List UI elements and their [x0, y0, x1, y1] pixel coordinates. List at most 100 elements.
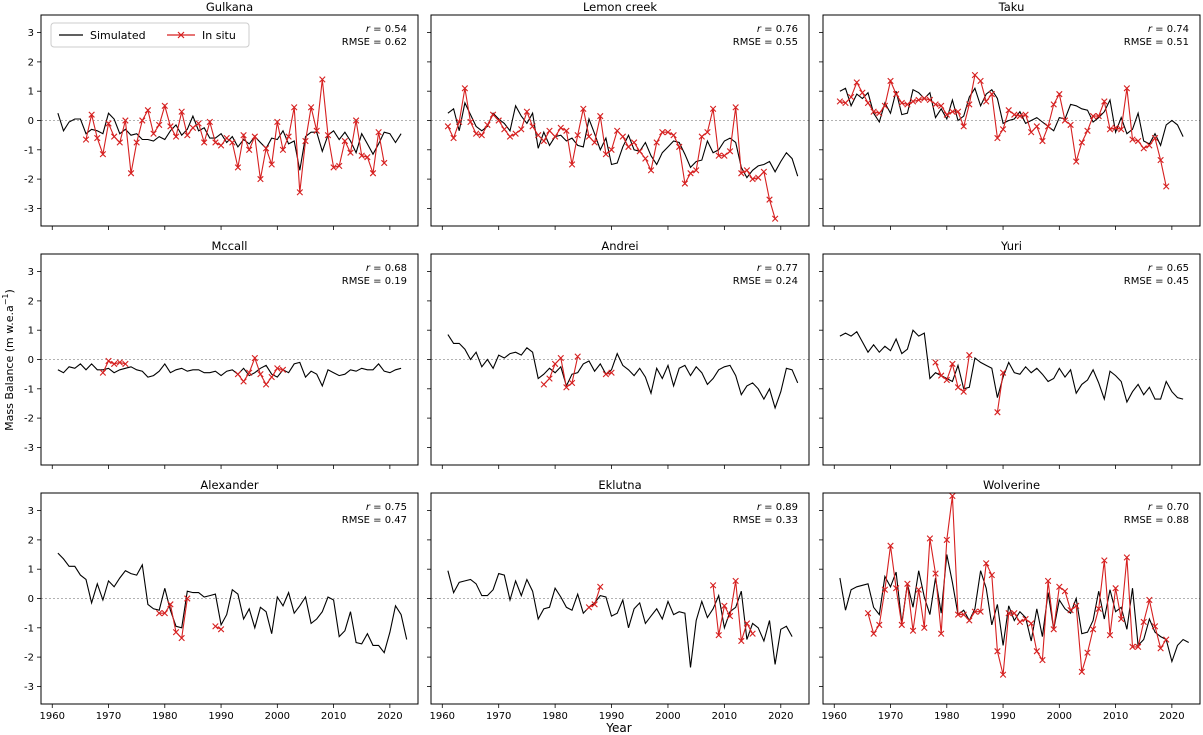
insitu-marker — [892, 90, 900, 98]
insitu-marker — [999, 369, 1007, 376]
y-tick-label: -2 — [24, 175, 34, 186]
x-tick-label: 2000 — [655, 711, 680, 722]
insitu-marker — [988, 571, 995, 579]
y-tick-label: 2 — [28, 535, 34, 546]
y-tick-label: 3 — [28, 267, 34, 278]
insitu-marker — [467, 118, 474, 126]
insitu-marker — [212, 139, 219, 146]
y-tick-label: 1 — [28, 326, 34, 337]
insitu-marker — [307, 104, 315, 111]
insitu-marker — [518, 126, 525, 133]
insitu-marker — [853, 79, 860, 86]
y-tick-label: 2 — [28, 57, 34, 68]
y-tick-label: 1 — [28, 87, 34, 98]
insitu-marker — [206, 118, 213, 126]
insitu-marker — [715, 152, 722, 159]
insitu-marker — [472, 130, 480, 137]
insitu-marker — [1106, 126, 1114, 133]
insitu-marker — [217, 142, 225, 149]
insitu-marker — [122, 117, 129, 124]
x-tick-label: 2010 — [321, 711, 346, 722]
r-number: = 0.54 — [370, 24, 407, 35]
insitu-marker — [184, 595, 191, 602]
simulated-line — [57, 112, 402, 171]
panel-title: Alexander — [200, 478, 258, 492]
insitu-marker — [659, 129, 666, 136]
y-tick-label: -1 — [24, 384, 34, 395]
insitu-marker — [313, 127, 320, 134]
y-tick-label: 1 — [28, 565, 34, 576]
panel-title: Yuri — [1000, 239, 1022, 253]
insitu-marker — [296, 189, 304, 196]
r-value: r = 0.89 — [757, 502, 798, 513]
insitu-marker — [608, 146, 615, 153]
insitu-marker — [155, 609, 163, 617]
insitu-marker — [495, 117, 502, 124]
x-tick-label: 1970 — [878, 711, 903, 722]
insitu-marker — [870, 108, 877, 115]
insitu-marker — [262, 145, 270, 152]
insitu-marker — [251, 133, 259, 140]
insitu-marker — [630, 139, 638, 146]
insitu-marker — [943, 376, 950, 384]
insitu-marker — [200, 139, 208, 146]
insitu-marker — [229, 139, 236, 146]
insitu-marker — [842, 99, 849, 107]
insitu-marker — [1163, 636, 1170, 643]
x-tick-label: 1960 — [822, 711, 847, 722]
insitu-line — [867, 495, 1167, 675]
panel-frame — [430, 14, 810, 227]
insitu-marker — [642, 155, 649, 162]
insitu-marker — [881, 586, 889, 593]
r-value: r = 0.65 — [1148, 263, 1189, 274]
x-axis-label: Year — [605, 721, 631, 735]
insitu-marker — [749, 175, 756, 183]
insitu-marker — [954, 384, 962, 391]
r-symbol: r — [366, 263, 371, 274]
y-axis-label-sup: −1 — [1, 293, 10, 305]
insitu-marker — [966, 617, 973, 624]
y-tick-label: -3 — [24, 682, 34, 693]
insitu-marker — [217, 626, 225, 633]
insitu-marker — [1151, 623, 1159, 630]
insitu-marker — [721, 602, 728, 610]
insitu-marker — [1157, 156, 1164, 164]
insitu-marker — [1129, 136, 1136, 143]
insitu-marker — [937, 102, 945, 110]
insitu-marker — [184, 131, 191, 139]
x-tick-label: 1980 — [152, 711, 177, 722]
panel-frame — [40, 14, 419, 227]
insitu-marker — [1123, 85, 1131, 92]
insitu-marker — [1011, 111, 1018, 118]
insitu-marker — [709, 582, 717, 589]
insitu-marker — [557, 354, 564, 362]
insitu-marker — [319, 76, 326, 83]
insitu-marker — [949, 360, 956, 368]
insitu-marker — [949, 492, 956, 500]
insitu-marker — [144, 107, 152, 114]
insitu-marker — [1078, 139, 1086, 146]
insitu-marker — [653, 139, 660, 146]
insitu-marker — [302, 137, 309, 145]
insitu-marker — [330, 164, 337, 171]
x-tick-label: 2020 — [377, 711, 402, 722]
insitu-marker — [512, 130, 519, 137]
insitu-marker — [994, 409, 1001, 416]
insitu-marker — [1022, 111, 1029, 118]
x-tick-label: 1970 — [96, 711, 121, 722]
y-tick-label: -2 — [24, 653, 34, 664]
panel-grid: Gulkana 3 2 1 0 -1 -2 -3 r = 0.54 RMSE = 0.62 Simu… — [24, 0, 1201, 722]
insitu-marker — [369, 170, 377, 177]
panel-mccall: Mccall 3 2 1 0 -1 -2 -3 r = 0.68 RMSE = 0.19 — [24, 239, 419, 469]
insitu-marker — [478, 131, 485, 139]
insitu-marker — [1005, 107, 1012, 114]
insitu-marker — [738, 170, 745, 177]
insitu-marker — [1134, 137, 1142, 145]
insitu-marker — [551, 360, 559, 368]
insitu-marker — [971, 71, 979, 79]
insitu-marker — [172, 629, 180, 636]
insitu-marker — [881, 102, 889, 110]
insitu-marker — [954, 108, 962, 115]
insitu-marker — [375, 129, 382, 136]
